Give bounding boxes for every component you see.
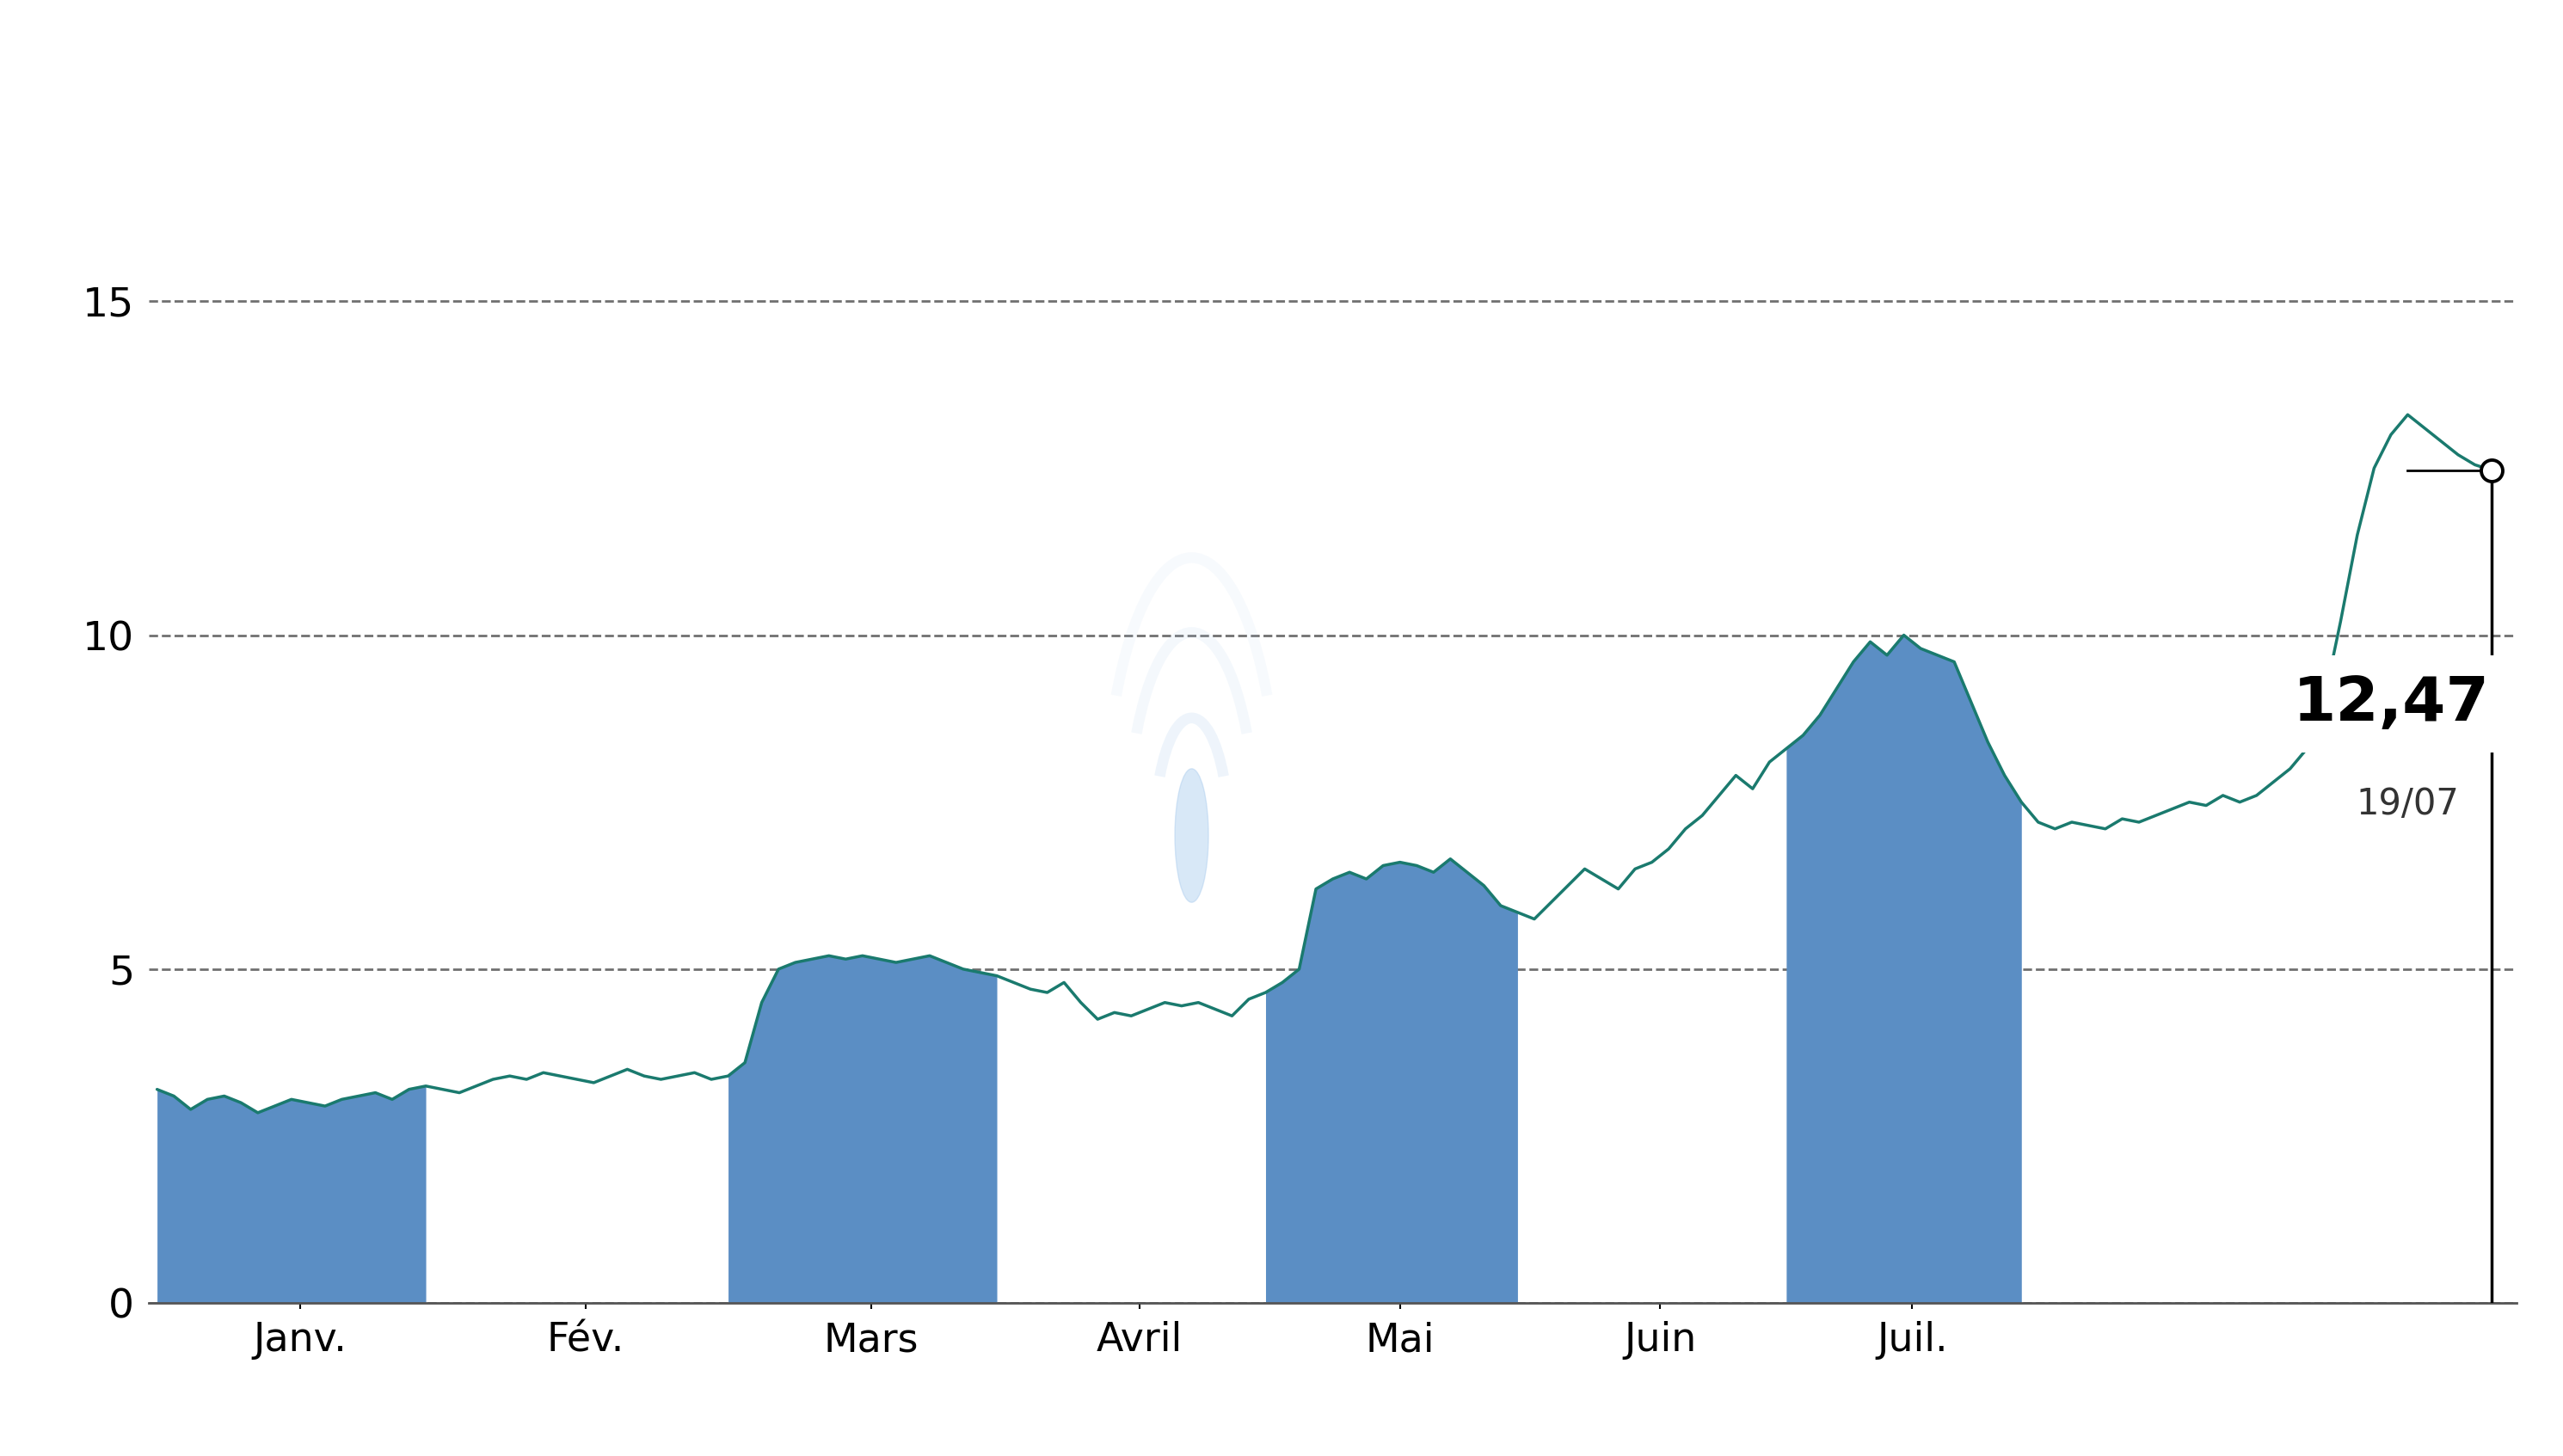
Text: 19/07: 19/07 [2355,786,2458,823]
Circle shape [1174,769,1210,903]
Text: 12,47: 12,47 [2291,674,2489,734]
Text: Jumia Technologies AG: Jumia Technologies AG [636,29,1927,128]
